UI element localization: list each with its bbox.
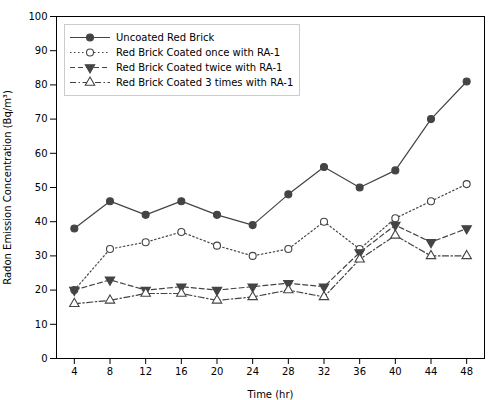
svg-text:10: 10 [35,319,48,330]
svg-text:Red Brick Coated twice with RA: Red Brick Coated twice with RA-1 [116,62,282,73]
svg-text:48: 48 [460,366,473,377]
svg-text:4: 4 [71,366,77,377]
svg-text:60: 60 [35,148,48,159]
svg-text:32: 32 [318,366,331,377]
svg-text:90: 90 [35,45,48,56]
svg-text:Time (hr): Time (hr) [247,389,294,400]
svg-text:16: 16 [175,366,188,377]
svg-text:40: 40 [389,366,402,377]
svg-text:Red Brick Coated 3 times with: Red Brick Coated 3 times with RA-1 [116,77,293,88]
svg-text:100: 100 [28,11,47,22]
svg-text:30: 30 [35,250,48,261]
svg-text:80: 80 [35,79,48,90]
svg-text:40: 40 [35,216,48,227]
svg-text:50: 50 [35,182,48,193]
svg-text:36: 36 [353,366,366,377]
svg-text:12: 12 [139,366,152,377]
svg-text:Uncoated Red Brick: Uncoated Red Brick [116,32,214,43]
svg-text:44: 44 [425,366,438,377]
svg-text:24: 24 [246,366,259,377]
svg-text:8: 8 [107,366,113,377]
svg-text:20: 20 [211,366,224,377]
svg-text:20: 20 [35,284,48,295]
svg-text:70: 70 [35,113,48,124]
svg-text:Red Brick Coated once with RA-: Red Brick Coated once with RA-1 [116,47,280,58]
svg-text:Radon Emission Concentration (: Radon Emission Concentration (Bq/m³) [2,90,13,285]
svg-text:0: 0 [41,353,47,364]
svg-text:28: 28 [282,366,295,377]
